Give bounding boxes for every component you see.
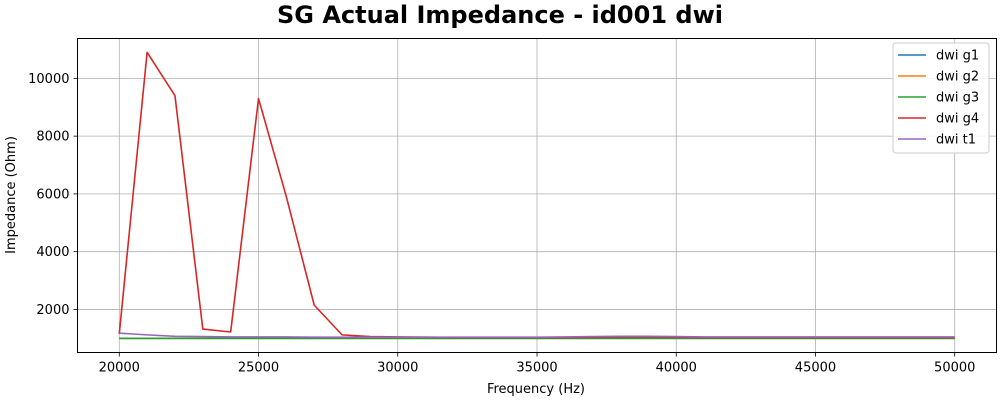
legend-label: dwi t1 — [936, 133, 976, 148]
grid — [77, 38, 997, 353]
y-tick-label: 6000 — [36, 187, 69, 202]
y-axis-ticks: 2000 4000 6000 8000 10000 — [28, 72, 78, 318]
x-tick-label: 25000 — [238, 361, 279, 376]
y-axis-label: Impedance (Ohm) — [4, 136, 19, 254]
legend-label: dwi g4 — [936, 112, 979, 127]
legend-box — [892, 42, 990, 154]
y-tick-label: 8000 — [36, 130, 69, 145]
x-tick-label: 45000 — [795, 361, 836, 376]
x-axis-label: Frequency (Hz) — [487, 382, 585, 397]
legend-label: dwi g1 — [936, 49, 979, 64]
x-tick-label: 30000 — [377, 361, 418, 376]
legend-label: dwi g2 — [936, 70, 979, 85]
y-tick-label: 10000 — [28, 72, 69, 87]
x-axis-ticks: 20000 25000 30000 35000 40000 45000 50000 — [99, 352, 975, 376]
y-tick-label: 4000 — [36, 245, 69, 260]
chart-title: SG Actual Impedance - id001 dwi — [277, 1, 723, 29]
series-line-dwi-t1 — [119, 332, 955, 338]
y-tick-label: 2000 — [36, 303, 69, 318]
x-tick-label: 50000 — [934, 361, 975, 376]
x-tick-label: 40000 — [656, 361, 697, 376]
x-tick-label: 35000 — [516, 361, 557, 376]
legend-label: dwi g3 — [936, 91, 979, 106]
x-tick-label: 20000 — [99, 361, 140, 376]
series-lines — [118, 51, 955, 340]
legend: dwi g1 dwi g2 dwi g3 dwi g4 dwi t1 — [892, 42, 990, 154]
